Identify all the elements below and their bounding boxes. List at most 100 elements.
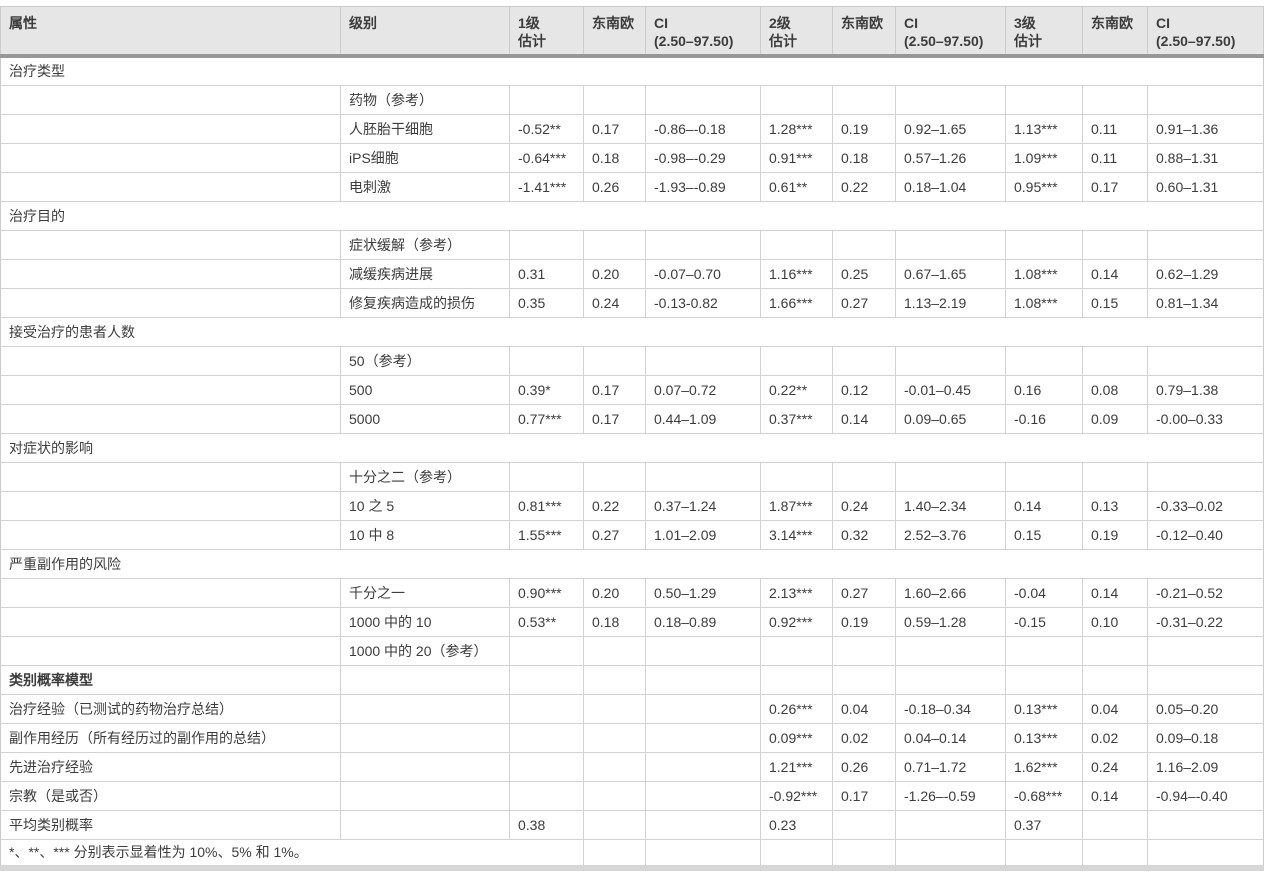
value-cell — [895, 84, 1006, 114]
value-cell — [832, 664, 896, 694]
value-cell: 0.02 — [1082, 722, 1148, 752]
value-cell: 1.16–2.09 — [1147, 751, 1264, 781]
attribute-cell: 平均类别概率 — [0, 809, 341, 839]
table-row: 1000 中的 20（参考） — [0, 635, 1264, 665]
value-cell — [832, 84, 896, 114]
value-cell: 0.13*** — [1005, 693, 1083, 723]
value-cell: 0.19 — [832, 606, 896, 636]
value-cell: 0.22** — [760, 374, 833, 404]
value-cell: 0.18 — [583, 606, 646, 636]
value-cell: -1.41*** — [509, 171, 584, 201]
level-cell: 电刺激 — [340, 171, 510, 201]
value-cell: 0.24 — [583, 287, 646, 317]
attribute-cell — [0, 635, 341, 665]
value-cell — [583, 722, 646, 752]
value-cell: -0.01–0.45 — [895, 374, 1006, 404]
value-cell — [760, 84, 833, 114]
value-cell: -0.18–0.34 — [895, 693, 1006, 723]
value-cell: 0.09 — [1082, 403, 1148, 433]
level-cell — [340, 780, 510, 810]
empty-cell — [645, 838, 761, 868]
column-header-level: 级别 — [340, 6, 510, 58]
table-row: 严重副作用的风险 — [0, 548, 1264, 578]
empty-cell — [760, 838, 833, 868]
level-cell: 减缓疾病进展 — [340, 258, 510, 288]
value-cell: 0.17 — [1082, 171, 1148, 201]
value-cell: 0.53** — [509, 606, 584, 636]
value-cell — [1147, 635, 1264, 665]
value-cell — [1147, 461, 1264, 491]
value-cell: 0.09–0.65 — [895, 403, 1006, 433]
column-header-ci-2: CI (2.50–97.50) — [895, 6, 1006, 58]
value-cell — [583, 780, 646, 810]
column-header-se-1: 东南欧 — [583, 6, 646, 58]
attribute-cell — [0, 84, 341, 114]
value-cell: -0.00–0.33 — [1147, 403, 1264, 433]
value-cell — [832, 809, 896, 839]
value-cell: -0.33–0.02 — [1147, 490, 1264, 520]
value-cell — [645, 722, 761, 752]
column-header-se-2: 东南欧 — [832, 6, 896, 58]
footnote-cell: *、**、*** 分别表示显着性为 10%、5% 和 1%。 — [0, 838, 584, 868]
attribute-cell — [0, 287, 341, 317]
table-row: 人胚胎干细胞 -0.52** 0.17 -0.86–-0.18 1.28*** 0.19 0… — [0, 113, 1264, 143]
value-cell — [509, 780, 584, 810]
level-cell — [340, 722, 510, 752]
value-cell: -0.92*** — [760, 780, 833, 810]
value-cell — [645, 809, 761, 839]
value-cell — [645, 345, 761, 375]
table-row: 修复疾病造成的损伤 0.35 0.24 -0.13-0.82 1.66*** 0.27 1.… — [0, 287, 1264, 317]
value-cell: 0.18–1.04 — [895, 171, 1006, 201]
value-cell: 0.18 — [832, 142, 896, 172]
value-cell: 0.27 — [583, 519, 646, 549]
column-header-estimate-1: 1级 估计 — [509, 6, 584, 58]
value-cell: 0.23 — [760, 809, 833, 839]
attribute-cell — [0, 577, 341, 607]
value-cell — [1147, 345, 1264, 375]
value-cell — [509, 229, 584, 259]
value-cell: 0.26*** — [760, 693, 833, 723]
table-row: 接受治疗的患者人数 — [0, 316, 1264, 346]
table-row: 治疗目的 — [0, 200, 1264, 230]
attribute-cell — [0, 345, 341, 375]
value-cell: -0.13-0.82 — [645, 287, 761, 317]
value-cell: 3.14*** — [760, 519, 833, 549]
value-cell — [832, 229, 896, 259]
value-cell: 0.04 — [832, 693, 896, 723]
value-cell: 0.95*** — [1005, 171, 1083, 201]
column-header-estimate-3: 3级 估计 — [1005, 6, 1083, 58]
value-cell: 0.38 — [509, 809, 584, 839]
value-cell: 0.32 — [832, 519, 896, 549]
table-row: 先进治疗经验 1.21*** 0.26 0.71–1.72 1.62*** 0.24 1.1… — [0, 751, 1264, 781]
value-cell: 0.14 — [1005, 490, 1083, 520]
table-row: 类别概率模型 — [0, 664, 1264, 694]
value-cell: -0.04 — [1005, 577, 1083, 607]
value-cell: 0.15 — [1005, 519, 1083, 549]
attribute-cell: 治疗经验（已测试的药物治疗总结） — [0, 693, 341, 723]
table-row: 平均类别概率 0.38 0.23 0.37 — [0, 809, 1264, 839]
value-cell — [583, 664, 646, 694]
value-cell — [645, 693, 761, 723]
value-cell — [583, 345, 646, 375]
value-cell: 0.27 — [832, 577, 896, 607]
value-cell: 0.12 — [832, 374, 896, 404]
level-cell: 十分之二（参考） — [340, 461, 510, 491]
attribute-cell — [0, 461, 341, 491]
table-row: 5000 0.77*** 0.17 0.44–1.09 0.37*** 0.14 0.09–… — [0, 403, 1264, 433]
value-cell — [645, 461, 761, 491]
value-cell: 0.13*** — [1005, 722, 1083, 752]
value-cell: 0.60–1.31 — [1147, 171, 1264, 201]
value-cell: 1.09*** — [1005, 142, 1083, 172]
value-cell — [1082, 84, 1148, 114]
value-cell — [645, 635, 761, 665]
value-cell: -0.16 — [1005, 403, 1083, 433]
column-header-attribute: 属性 — [0, 6, 341, 58]
table-row: 电刺激 -1.41*** 0.26 -1.93–-0.89 0.61** 0.22 0.18… — [0, 171, 1264, 201]
value-cell — [1147, 664, 1264, 694]
empty-cell — [895, 838, 1006, 868]
value-cell: 0.11 — [1082, 113, 1148, 143]
value-cell: 0.57–1.26 — [895, 142, 1006, 172]
value-cell: 0.39* — [509, 374, 584, 404]
table-row: iPS细胞 -0.64*** 0.18 -0.98–-0.29 0.91*** 0.18 0… — [0, 142, 1264, 172]
value-cell: 0.44–1.09 — [645, 403, 761, 433]
